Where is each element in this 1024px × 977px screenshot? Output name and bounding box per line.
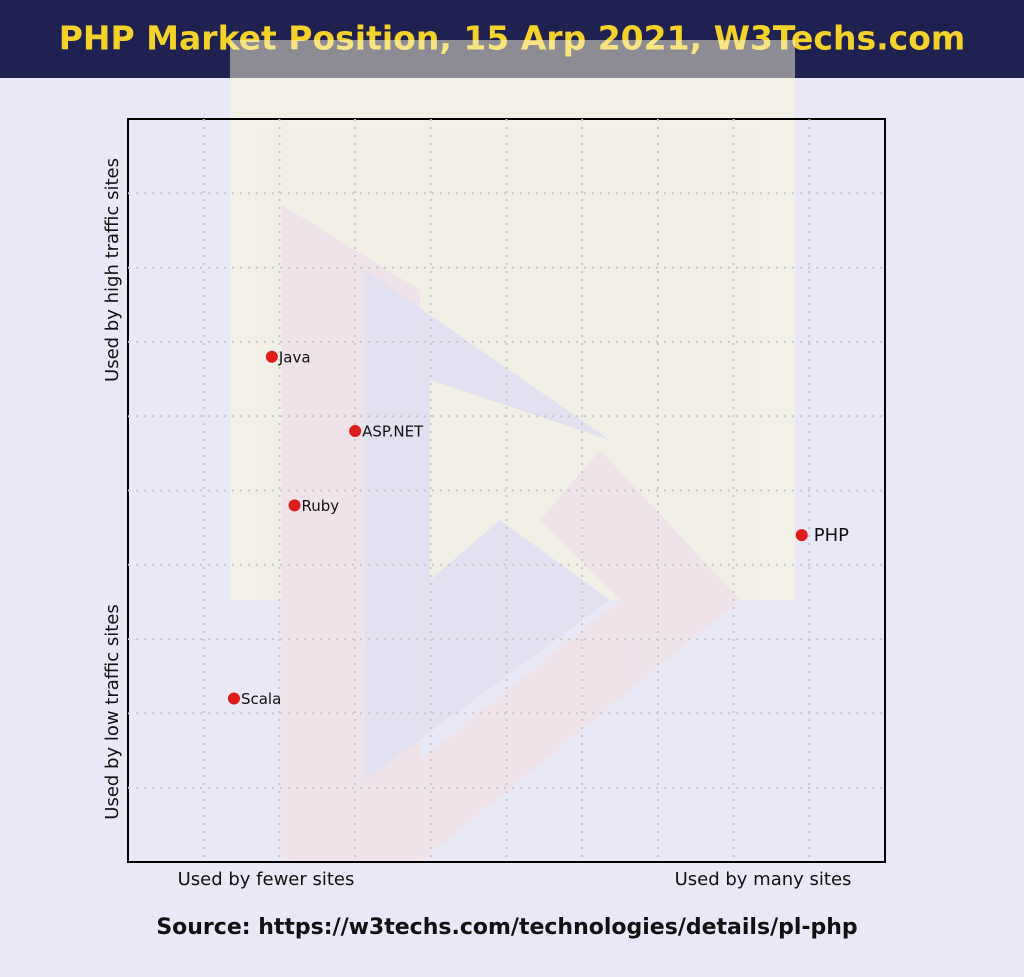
point-label: Java — [278, 348, 311, 366]
watermark — [230, 40, 795, 862]
y-axis-label: Used by high traffic sites — [102, 158, 123, 382]
x-axis-label: Used by fewer sites — [178, 869, 355, 890]
x-axis-label: Used by many sites — [675, 869, 852, 890]
point — [265, 350, 278, 363]
point — [795, 529, 808, 542]
point-label: ASP.NET — [362, 423, 424, 441]
y-axis-label: Used by low traffic sites — [102, 604, 123, 819]
point-label: Ruby — [302, 497, 340, 515]
point — [227, 692, 240, 705]
point-label: Scala — [241, 690, 281, 708]
source: Source: https://w3techs.com/technologies… — [156, 915, 857, 940]
point — [288, 499, 301, 512]
point-label: PHP — [814, 525, 849, 546]
point — [349, 425, 362, 438]
